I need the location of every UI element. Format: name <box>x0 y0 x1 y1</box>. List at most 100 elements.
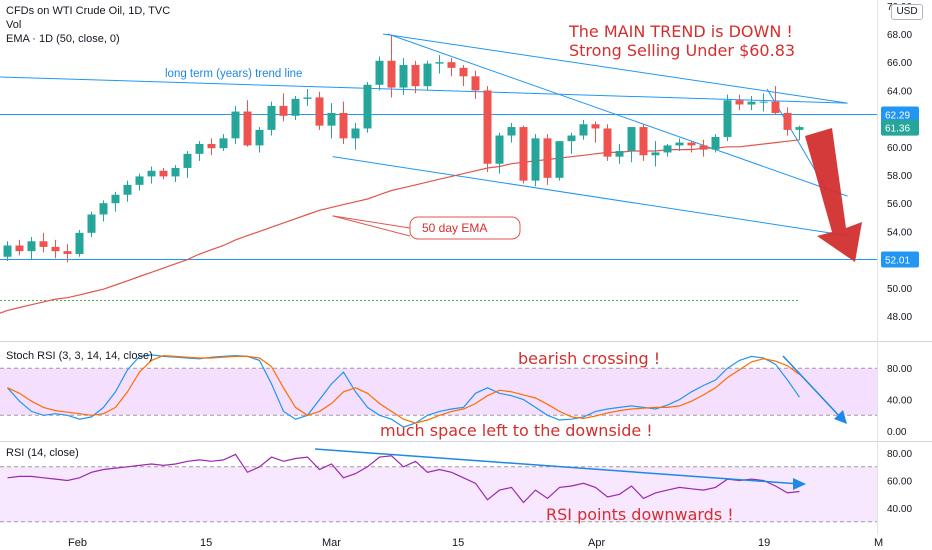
price-tick-label: 60.00 <box>887 143 912 154</box>
candle-body <box>195 143 204 154</box>
candle-body <box>627 127 636 152</box>
stoch-d-line <box>7 354 800 424</box>
candle-body <box>435 62 444 64</box>
price-label-text: 61.36 <box>885 124 910 135</box>
candle-body <box>159 170 168 177</box>
ema-pointer <box>332 215 411 237</box>
rsi-legend[interactable]: RSI (14, close) <box>6 447 79 459</box>
trend-line[interactable] <box>387 33 848 197</box>
time-tick-label: Apr <box>588 537 605 549</box>
grid-lines <box>0 0 932 534</box>
candle-body <box>795 127 804 130</box>
stoch-band <box>0 368 877 416</box>
candle-body <box>687 142 696 146</box>
time-tick-label: Mar <box>322 537 341 549</box>
candle-body <box>339 112 348 139</box>
ema-pointer <box>332 215 411 229</box>
candle-body <box>579 124 588 136</box>
candle-body <box>51 246 60 252</box>
candle-body <box>495 135 504 164</box>
candle-body <box>375 60 384 85</box>
candle-body <box>411 65 420 87</box>
rsi-arrow-line <box>314 448 801 485</box>
candle-body <box>39 241 48 247</box>
candle-body <box>519 127 528 181</box>
rsi-tick-label: 80.00 <box>887 449 912 460</box>
candle-body <box>231 111 240 139</box>
candle-body <box>771 101 780 113</box>
price-label-text: 62.29 <box>885 111 910 122</box>
candle-body <box>315 97 324 126</box>
stoch-tick-label: 0.00 <box>887 427 907 438</box>
candle-body <box>663 145 672 153</box>
time-tick-label: M <box>874 537 883 549</box>
candle-body <box>447 62 456 68</box>
candle-body <box>459 67 468 77</box>
selling-annotation: Strong Selling Under $60.83 <box>569 41 795 60</box>
candle-body <box>279 105 288 116</box>
candles <box>3 35 804 263</box>
candle-body <box>543 138 552 178</box>
candle-body <box>615 151 624 157</box>
candle-body <box>531 138 540 181</box>
price-tick-label: 64.00 <box>887 86 912 97</box>
candle-body <box>111 194 120 204</box>
trend-lines[interactable] <box>0 33 877 301</box>
rsi-band <box>0 466 877 522</box>
annotations <box>314 128 862 490</box>
candle-body <box>75 232 84 254</box>
candle-body <box>675 142 684 146</box>
candle-body <box>183 153 192 168</box>
ema-label-box <box>409 216 521 240</box>
trend-line[interactable] <box>332 156 848 237</box>
stoch-rsi-legend[interactable]: Stoch RSI (3, 3, 14, 14, close) <box>6 350 153 362</box>
time-tick-label: Feb <box>68 537 87 549</box>
candle-body <box>3 245 12 257</box>
candle-body <box>27 241 36 252</box>
rsi-tick-label: 60.00 <box>887 477 912 488</box>
candle-body <box>735 100 744 105</box>
main-trend-annotation: The MAIN TREND is DOWN ! <box>568 22 793 41</box>
rsi-annotation: RSI points downwards ! <box>546 505 734 524</box>
currency-button[interactable]: USD <box>891 4 923 20</box>
symbol-title[interactable]: CFDs on WTI Crude Oil, 1D, TVC <box>6 5 171 17</box>
candle-body <box>267 105 276 130</box>
price-tick-label: 56.00 <box>887 199 912 210</box>
stoch-arrow-head <box>834 410 847 424</box>
candle-body <box>591 124 600 129</box>
ema-legend[interactable]: EMA · 1D (50, close, 0) <box>6 33 120 45</box>
candle-body <box>171 167 180 177</box>
price-tick-label: 68.00 <box>887 30 912 41</box>
time-tick-label: 19 <box>758 537 770 549</box>
candle-body <box>567 135 576 142</box>
trend-line[interactable] <box>0 76 848 104</box>
price-tick-label: 48.00 <box>887 312 912 323</box>
stoch-k-line <box>7 354 800 428</box>
ema-50-lead <box>0 309 8 314</box>
candle-body <box>243 111 252 146</box>
trend-line[interactable] <box>383 33 848 104</box>
candle-body <box>351 128 360 139</box>
price-label-badge <box>881 251 919 268</box>
candle-body <box>747 101 756 105</box>
candle-body <box>147 170 156 177</box>
price-label-badge <box>881 119 919 136</box>
candle-body <box>651 152 660 156</box>
candle-body <box>483 90 492 164</box>
price-tick-label: 54.00 <box>887 227 912 238</box>
stoch-rsi-lines <box>7 354 800 428</box>
price-tick-label: 66.00 <box>887 58 912 69</box>
price-axis[interactable]: 48.0050.0052.0054.0056.0058.0060.0062.00… <box>881 2 919 515</box>
trendline-annotation: long term (years) trend line <box>165 68 302 80</box>
stoch-tick-label: 80.00 <box>887 364 912 375</box>
time-tick-label: 15 <box>200 537 212 549</box>
candle-body <box>603 128 612 157</box>
candle-body <box>699 145 708 150</box>
time-axis[interactable]: Feb 15 Mar 15 Apr 19 M <box>68 537 883 549</box>
rsi-tick-label: 40.00 <box>887 504 912 515</box>
ema-50-path <box>7 139 800 311</box>
candle-body <box>291 98 300 116</box>
price-tick-label: 58.00 <box>887 171 912 182</box>
volume-legend[interactable]: Vol <box>6 19 22 31</box>
